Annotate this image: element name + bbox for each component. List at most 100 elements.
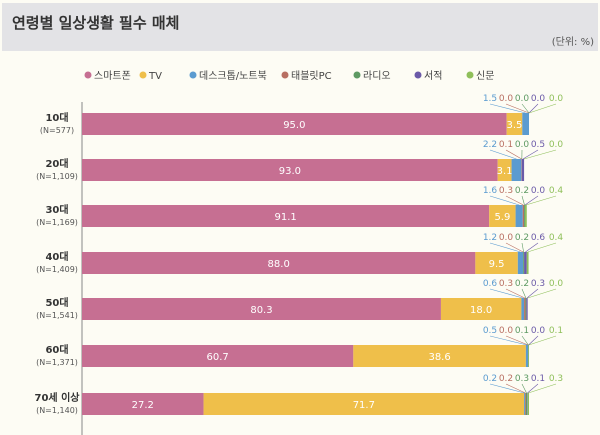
bar-segment [525,298,527,320]
bar-segment [511,159,522,181]
category-n: (N=1,409) [36,265,78,274]
bar-value-label: 3.5 [507,120,523,131]
legend-label: TV [148,71,162,82]
bar-segment [524,393,526,415]
legend-label: 스마트폰 [94,70,131,82]
category-n: (N=1,541) [36,311,78,320]
bar-value-label: 9.5 [489,259,505,270]
small-value-label: 0.0 [515,94,530,104]
small-value-label: 0.6 [531,233,546,243]
leader-line [528,103,557,114]
bar-segment [82,393,204,415]
leader-line [528,335,557,346]
small-value-label: 0.3 [515,374,529,384]
bar-value-label: 27.2 [132,400,154,411]
leader-line [527,288,557,299]
small-value-label: 0.3 [499,279,513,289]
chart-header: 연령별 일상생활 필수 매체 (단위: %) [2,3,598,51]
small-value-label: 0.6 [483,279,498,289]
leader-line [527,383,539,394]
bar-segment [521,159,525,181]
bar-segment [524,298,526,320]
leader-line [521,242,524,253]
leader-line [505,242,524,253]
small-value-label: 0.2 [483,374,497,384]
legend-label: 태블릿PC [291,70,332,82]
category-label: 70세 이상 [35,391,81,404]
small-value-label: 1.2 [483,233,497,243]
leader-line [527,242,557,253]
legend-label: 서적 [424,70,442,82]
small-value-label: 0.0 [499,326,514,336]
legend-label: 데스크톱/노트북 [199,70,267,82]
category-label: 10대 [45,111,68,124]
legend-label: 신문 [476,70,494,82]
bar-segment [522,113,529,135]
bar-value-label: 91.1 [274,212,296,223]
leader-line [505,103,530,114]
bar-segment [524,205,525,227]
small-value-label: 0.0 [499,94,514,104]
category-label: 50대 [45,296,68,309]
bar-segment [517,252,524,274]
bar-segment [506,113,523,135]
legend-marker [466,71,474,79]
leader-line [525,195,557,206]
small-value-label: 0.5 [483,326,497,336]
bar-segment [524,252,527,274]
small-value-label: 0.1 [515,326,529,336]
bar-segment [527,393,529,415]
legend-marker [84,71,92,79]
leader-line [524,149,557,160]
bar-segment [353,345,526,367]
bar-segment [522,205,525,227]
category-n: (N=577) [40,126,74,135]
small-value-label: 0.4 [549,233,564,243]
legend-marker [189,71,197,79]
bar-segment [521,298,525,320]
category-label: 30대 [45,203,68,216]
bar-value-label: 71.7 [353,400,375,411]
bar-segment [82,159,498,181]
leader-line [521,288,527,299]
leader-line [505,149,522,160]
leader-line [505,288,525,299]
leader-line [525,242,539,253]
legend-label: 라디오 [363,70,391,82]
small-value-label: 0.0 [531,326,546,336]
bar-segment [475,252,518,274]
leader-line [524,195,539,206]
leader-line [521,383,527,394]
bar-value-label: 38.6 [428,352,450,363]
bar-value-label: 93.0 [279,166,301,177]
leader-line [528,335,539,346]
leader-line [521,103,530,114]
leader-line [489,383,525,394]
small-value-label: 0.2 [515,186,529,196]
bar-segment [515,205,523,227]
small-value-label: 0.3 [549,374,563,384]
bar-segment [526,252,529,274]
category-n: (N=1,371) [36,358,78,367]
bar-segment [82,205,490,227]
small-value-label: 0.0 [499,233,514,243]
leader-line [489,288,523,299]
small-value-label: 1.6 [483,186,498,196]
leader-line [505,335,529,346]
leader-line [489,335,528,346]
small-value-label: 0.0 [515,140,530,150]
bar-segment [525,393,528,415]
bar-segment [82,113,507,135]
bar-value-label: 3.1 [497,166,513,177]
small-value-label: 0.0 [531,94,546,104]
category-label: 20대 [45,157,68,170]
small-value-label: 1.5 [483,94,497,104]
small-value-label: 2.2 [483,140,497,150]
bar-segment [82,298,441,320]
bar-segment [525,345,529,367]
small-value-label: 0.0 [549,94,564,104]
small-value-label: 0.1 [531,374,545,384]
leader-line [522,149,539,160]
bar-segment [440,298,522,320]
